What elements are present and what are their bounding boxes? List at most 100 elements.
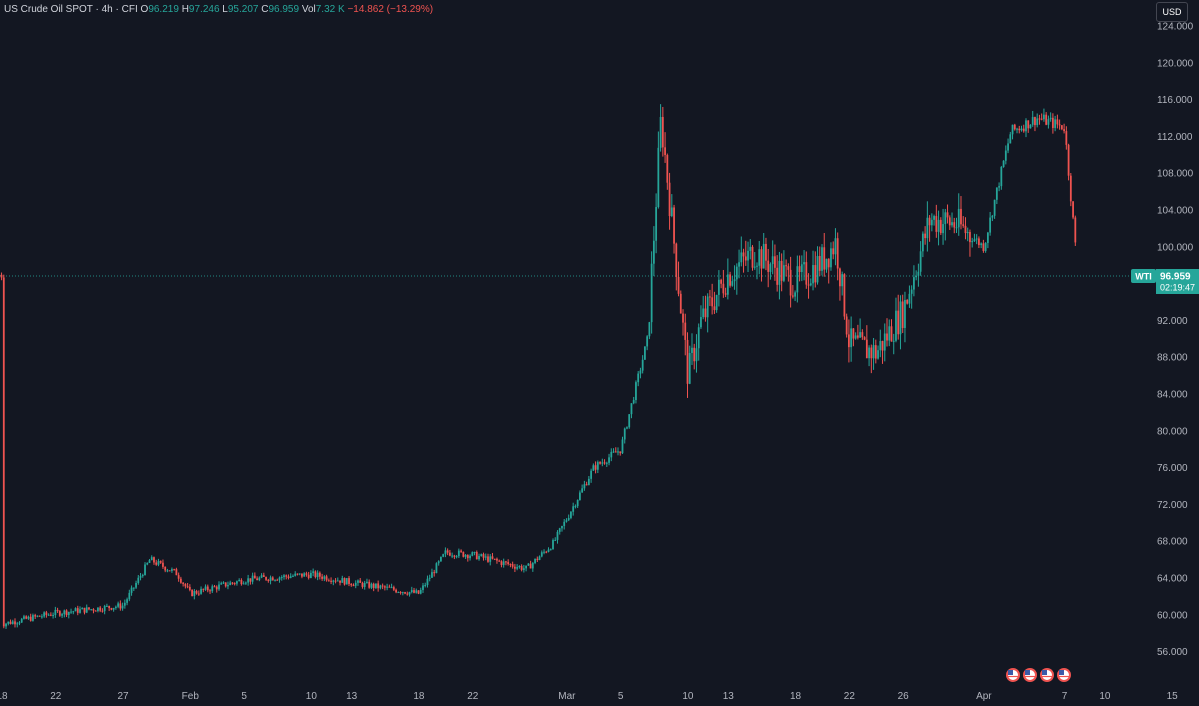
candle-body bbox=[545, 551, 548, 553]
candle-body bbox=[800, 264, 803, 273]
candle-body bbox=[843, 274, 846, 317]
candle-body bbox=[861, 332, 864, 338]
candle-body bbox=[567, 517, 570, 521]
candle-body bbox=[283, 575, 285, 578]
symbol-name[interactable]: US Crude Oil SPOT · 4h · CFI bbox=[4, 4, 138, 15]
candle-body bbox=[455, 556, 458, 558]
candle-body bbox=[150, 557, 153, 561]
candle-body bbox=[444, 550, 447, 555]
candle-body bbox=[870, 347, 873, 359]
currency-button[interactable]: USD bbox=[1156, 2, 1188, 22]
candle-body bbox=[635, 382, 637, 401]
price-tick-label: 64.000 bbox=[1157, 574, 1188, 585]
price-tick-label: 120.000 bbox=[1157, 58, 1194, 69]
candle-body bbox=[334, 580, 337, 582]
candle-body bbox=[556, 531, 559, 540]
change-value: −14.862 (−13.29%) bbox=[347, 4, 434, 15]
candle-body bbox=[276, 579, 279, 581]
candle-body bbox=[401, 592, 404, 594]
time-tick-label: 13 bbox=[723, 691, 735, 702]
candle-body bbox=[520, 566, 523, 570]
candle-body bbox=[7, 621, 10, 624]
candle-body bbox=[691, 347, 693, 354]
candle-body bbox=[626, 427, 628, 429]
candle-body bbox=[435, 563, 438, 574]
time-tick-label: 22 bbox=[50, 691, 62, 702]
candle-body bbox=[592, 465, 595, 471]
candle-body bbox=[816, 256, 819, 283]
candle-body bbox=[74, 608, 77, 612]
candle-body bbox=[915, 275, 918, 278]
low-label: L bbox=[222, 4, 228, 15]
price-tick-label: 60.000 bbox=[1157, 610, 1188, 621]
candle-body bbox=[982, 243, 985, 251]
candle-body bbox=[830, 248, 832, 268]
candle-body bbox=[23, 616, 25, 619]
symbol-legend[interactable]: US Crude Oil SPOT · 4h · CFI O96.219 H97… bbox=[4, 4, 433, 15]
candle-body bbox=[63, 610, 66, 615]
candle-body bbox=[713, 306, 716, 311]
candle-body bbox=[97, 607, 99, 612]
candle-body bbox=[464, 555, 467, 557]
candle-body bbox=[608, 457, 610, 463]
time-tick-label: Feb bbox=[182, 691, 200, 702]
candle-body bbox=[767, 260, 770, 272]
candle-body bbox=[518, 566, 521, 568]
candle-body bbox=[729, 274, 731, 286]
candle-body bbox=[65, 610, 68, 616]
candle-body bbox=[415, 590, 418, 593]
candle-body bbox=[735, 266, 738, 280]
candle-body bbox=[971, 241, 974, 243]
candle-body bbox=[1020, 128, 1023, 131]
candle-body bbox=[267, 579, 270, 581]
candle-body bbox=[314, 571, 317, 578]
price-tick-label: 80.000 bbox=[1157, 426, 1188, 437]
candle-body bbox=[619, 451, 622, 454]
candle-body bbox=[561, 525, 563, 529]
candle-body bbox=[224, 582, 227, 587]
candle-body bbox=[381, 585, 384, 587]
candle-body bbox=[614, 451, 617, 453]
volume-value: 7.32 K bbox=[315, 4, 345, 15]
candle-body bbox=[323, 576, 326, 579]
candle-body bbox=[370, 583, 373, 588]
candle-body bbox=[119, 603, 122, 609]
candle-body bbox=[325, 576, 328, 581]
candle-body bbox=[386, 586, 389, 588]
candle-body bbox=[749, 246, 752, 251]
candle-body bbox=[419, 589, 422, 594]
candle-body bbox=[753, 266, 756, 268]
candle-body bbox=[1000, 167, 1003, 187]
candle-body bbox=[1067, 144, 1070, 176]
candle-body bbox=[731, 281, 734, 286]
candles bbox=[0, 104, 1077, 629]
candle-body bbox=[215, 586, 218, 590]
candle-body bbox=[910, 289, 913, 294]
volume-label: Vol bbox=[301, 4, 316, 15]
candle-body bbox=[227, 585, 229, 587]
close-value: 96.959 bbox=[268, 4, 300, 15]
candle-body bbox=[253, 575, 256, 579]
candle-body bbox=[812, 265, 814, 284]
candle-body bbox=[722, 283, 725, 294]
candle-body bbox=[287, 576, 290, 578]
candle-body bbox=[798, 266, 801, 273]
candle-body bbox=[585, 484, 588, 486]
candle-body bbox=[466, 555, 469, 559]
candle-body bbox=[572, 506, 575, 512]
candle-body bbox=[549, 549, 552, 551]
time-tick-label: 27 bbox=[117, 691, 129, 702]
candle-body bbox=[388, 586, 391, 588]
candle-body bbox=[547, 549, 550, 552]
candle-body bbox=[704, 308, 707, 318]
candle-body bbox=[1034, 117, 1036, 126]
candle-body bbox=[605, 462, 608, 464]
candle-body bbox=[123, 602, 126, 606]
candle-body bbox=[38, 615, 41, 617]
candle-body bbox=[399, 592, 402, 594]
candle-body bbox=[693, 347, 696, 362]
candle-body bbox=[859, 332, 862, 338]
candle-body bbox=[650, 263, 653, 323]
candle-body bbox=[348, 578, 350, 584]
